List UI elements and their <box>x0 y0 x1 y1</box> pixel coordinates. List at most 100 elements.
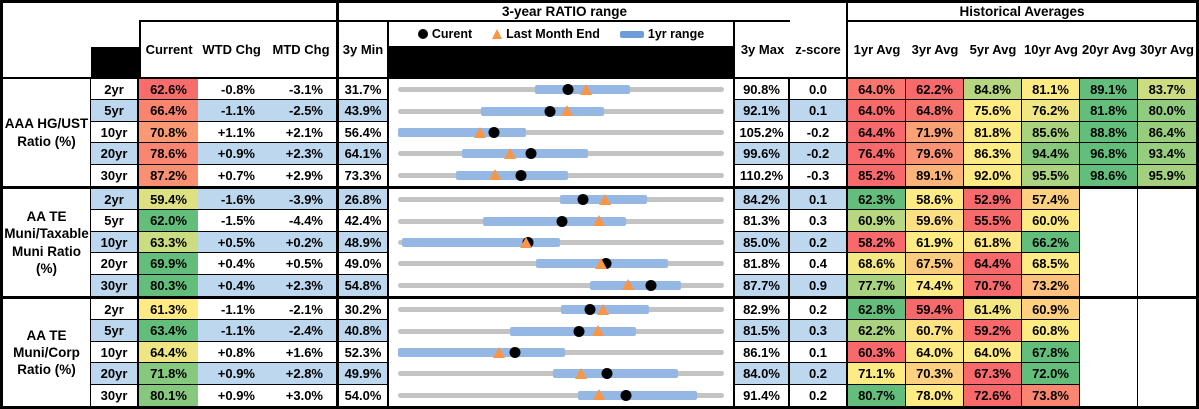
mtd-chg-cell: -2.1% <box>268 299 339 321</box>
min-3y-cell: 64.1% <box>339 143 389 165</box>
avg-cell: 85.6% <box>1022 121 1080 144</box>
avg-cell: 84.8% <box>964 79 1022 101</box>
current-cell: 71.8% <box>139 363 198 385</box>
section-label-line: (%) <box>36 260 57 276</box>
tenor-cell: 2yr <box>91 79 139 101</box>
current-dot <box>544 105 556 117</box>
avg-cell: 83.7% <box>1138 79 1196 101</box>
avg-cell: 62.2% <box>848 320 906 342</box>
wtd-chg-cell: +0.8% <box>198 341 268 364</box>
current-dot <box>509 347 521 359</box>
legend-1yr-range: 1yr range <box>619 27 704 41</box>
range-1yr-bar <box>398 348 565 358</box>
avg-cell: 70.7% <box>964 274 1022 297</box>
avg-cell: 68.6% <box>848 253 906 275</box>
wtd-chg-cell: +0.4% <box>198 274 268 297</box>
avg-cell: 76.4% <box>848 143 906 165</box>
mtd-chg-cell: +2.1% <box>268 121 339 144</box>
last-month-end-triangle <box>474 126 487 138</box>
z-score-cell: -0.3 <box>790 164 848 187</box>
avg-cell: 60.9% <box>848 210 906 232</box>
range-chart-cell <box>389 143 735 165</box>
table-row: 5yr 63.4% -1.1% -2.4% 40.8% 81.5% 0.3 62.2% 60.7… <box>91 320 1196 342</box>
avg-cell: 61.9% <box>906 231 964 254</box>
table-body: AAA HG/UST Ratio (%) 2yr 62.6% -0.8% -3.1% 31.… <box>3 79 1196 406</box>
avg-cell <box>1138 210 1196 232</box>
last-month-end-triangle <box>504 147 517 159</box>
avg-cell <box>1080 210 1138 232</box>
avg-cell: 60.8% <box>1022 320 1080 342</box>
range-track <box>398 346 724 359</box>
avg-cell: 52.9% <box>964 189 1022 211</box>
range-1yr-bar <box>577 390 697 400</box>
table-row: 10yr 63.3% +0.5% +0.2% 48.9% 85.0% 0.2 58.2% 61.… <box>91 231 1196 254</box>
min-3y-cell: 49.9% <box>339 363 389 385</box>
range-track <box>398 367 724 380</box>
avg-cell: 59.6% <box>906 210 964 232</box>
wtd-chg-cell: -1.1% <box>198 320 268 342</box>
avg-cell: 80.7% <box>848 384 906 406</box>
z-score-cell: 0.3 <box>790 320 848 342</box>
range-1yr-bar <box>401 238 560 248</box>
avg-cell <box>1080 253 1138 275</box>
avg-cell: 98.6% <box>1080 164 1138 187</box>
range-1yr-bar <box>481 106 605 116</box>
z-score-cell: 0.1 <box>790 100 848 122</box>
range-group-header: 3-year RATIO range 3y Min Curent Last Mo… <box>339 3 790 77</box>
current-dot <box>573 325 585 337</box>
tenor-cell: 30yr <box>91 274 139 297</box>
tenor-cell: 30yr <box>91 384 139 406</box>
avg-cell: 81.1% <box>1022 79 1080 101</box>
z-score-cell: 0.4 <box>790 253 848 275</box>
z-score-cell: 0.2 <box>790 299 848 321</box>
avg-cell: 59.4% <box>906 299 964 321</box>
avg-cell: 62.8% <box>848 299 906 321</box>
range-1yr-bar <box>510 326 636 336</box>
avg-cell: 88.8% <box>1080 121 1138 144</box>
range-chart-cell <box>389 384 735 406</box>
avg-cell <box>1080 320 1138 342</box>
avg-cell: 70.3% <box>906 363 964 385</box>
avg-cell: 95.5% <box>1022 164 1080 187</box>
max-3y-cell: 84.2% <box>735 189 790 211</box>
max-3y-cell: 87.7% <box>735 274 790 297</box>
avg-cell: 77.7% <box>848 274 906 297</box>
avg-cell: 67.8% <box>1022 341 1080 364</box>
z-score-cell: 0.2 <box>790 384 848 406</box>
avg-cell <box>1080 363 1138 385</box>
last-month-end-triangle <box>489 169 502 181</box>
min-3y-cell: 30.2% <box>339 299 389 321</box>
range-chart-cell <box>389 299 735 321</box>
current-cell: 80.3% <box>139 274 198 297</box>
table-row: 5yr 62.0% -1.5% -4.4% 42.4% 81.3% 0.3 60.9% 59.6… <box>91 210 1196 232</box>
z-score-cell: -0.2 <box>790 121 848 144</box>
range-chart-cell <box>389 121 735 144</box>
range-track <box>398 105 724 117</box>
last-month-end-triangle <box>599 193 612 205</box>
current-dot <box>515 169 527 181</box>
range-bar-icon <box>619 30 644 38</box>
avg-cell: 71.9% <box>906 121 964 144</box>
mtd-chg-cell: -4.4% <box>268 210 339 232</box>
range-chart-cell <box>389 253 735 275</box>
avg-cell: 78.0% <box>906 384 964 406</box>
avg-cell: 86.3% <box>964 143 1022 165</box>
table-row: 30yr 87.2% +0.7% +2.9% 73.3% 110.2% -0.3 85.2% 8… <box>91 164 1196 187</box>
avg-cell: 66.2% <box>1022 231 1080 254</box>
section-label: AAA HG/UST Ratio (%) <box>3 79 91 186</box>
current-dot <box>601 368 613 380</box>
avg-cell <box>1138 231 1196 254</box>
wtd-chg-cell: -1.5% <box>198 210 268 232</box>
historical-averages-title: Historical Averages <box>848 3 1196 22</box>
section-label-line: Muni/Taxable <box>4 226 89 242</box>
section-rows: 2yr 59.4% -1.6% -3.9% 26.8% 84.2% 0.1 62.3% 58.6… <box>91 189 1196 297</box>
tenor-cell: 30yr <box>91 164 139 187</box>
current-cell: 69.9% <box>139 253 198 275</box>
avg-cell <box>1138 299 1196 321</box>
z-score-cell: 0.9 <box>790 274 848 297</box>
range-track <box>398 257 724 270</box>
avg-20yr-column-header: 20yr Avg <box>1082 42 1136 57</box>
avg-cell: 68.5% <box>1022 253 1080 275</box>
range-track <box>398 325 724 337</box>
max-3y-cell: 92.1% <box>735 100 790 122</box>
